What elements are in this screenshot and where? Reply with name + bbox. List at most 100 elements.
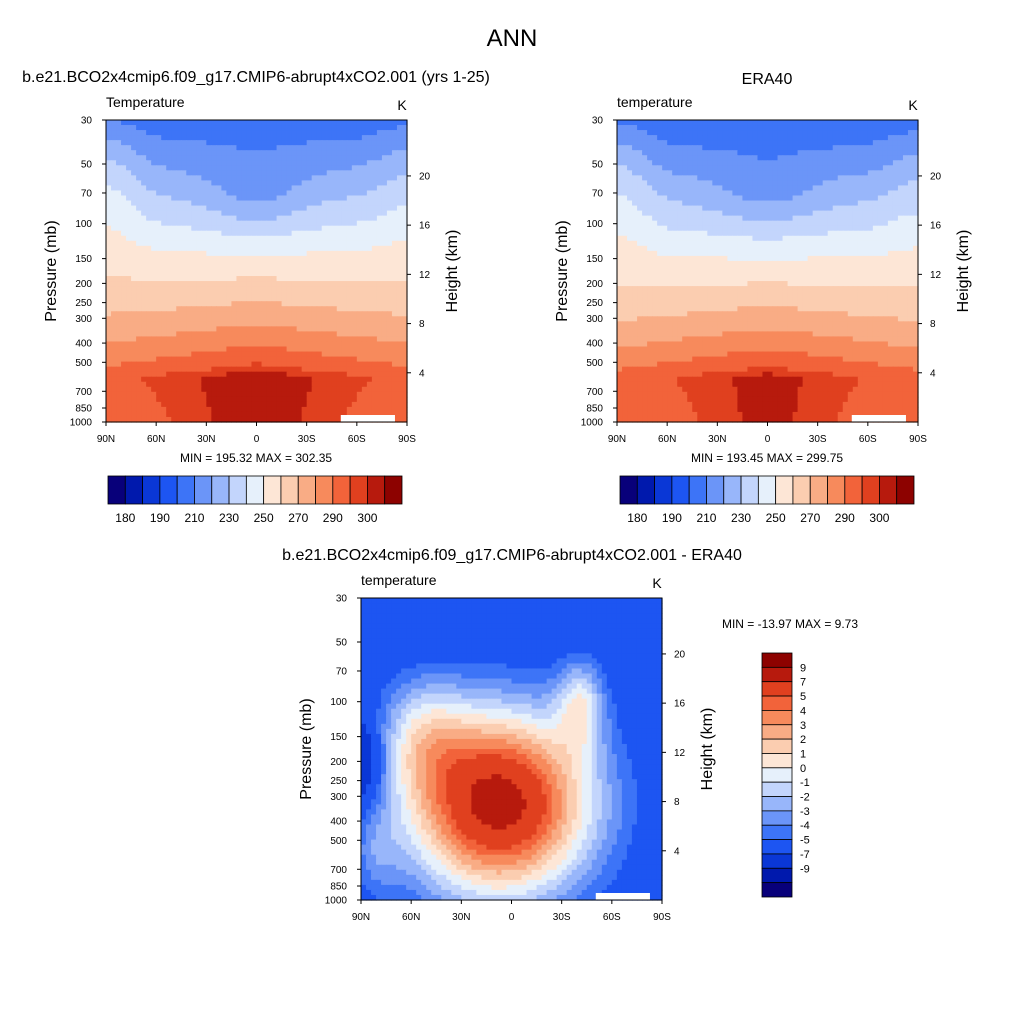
- model-contour-cell: [251, 361, 258, 368]
- model-contour-cell: [336, 286, 343, 292]
- model-contour-cell: [276, 235, 283, 242]
- model-contour-cell: [281, 296, 288, 302]
- model-contour-cell: [331, 185, 338, 192]
- model-contour-cell: [191, 381, 197, 388]
- model-contour-cell: [106, 301, 112, 307]
- model-contour-cell: [256, 366, 263, 373]
- model-contour-cell: [121, 346, 127, 353]
- model-contour-cell: [146, 150, 152, 156]
- model-contour-cell: [121, 326, 127, 332]
- model-contour-cell: [371, 386, 378, 393]
- model-contour-cell: [276, 296, 283, 302]
- model-contour-cell: [266, 200, 273, 207]
- model-contour-cell: [401, 336, 408, 343]
- model-contour-cell: [126, 316, 132, 322]
- obs-contour-cell: [657, 135, 663, 141]
- obs-contour-cell: [697, 130, 703, 136]
- obs-contour-cell: [622, 155, 628, 161]
- model-contour-cell: [311, 336, 318, 343]
- model-contour-cell: [266, 235, 273, 242]
- obs-contour-cell: [817, 120, 824, 126]
- model-contour-cell: [321, 235, 328, 242]
- model-contour-cell: [331, 376, 338, 383]
- model-contour-cell: [376, 200, 383, 207]
- obs-contour-cell: [792, 130, 799, 136]
- obs-contour-cell: [712, 165, 718, 171]
- obs-contour-cell: [912, 120, 919, 126]
- obs-contour-cell: [812, 190, 819, 197]
- model-contour-cell: [201, 361, 207, 368]
- model-contour-cell: [316, 135, 323, 141]
- model-contour-cell: [236, 326, 243, 332]
- obs-contour-cell: [847, 150, 854, 156]
- model-contour-cell: [106, 336, 112, 343]
- model-contour-cell: [141, 180, 147, 187]
- model-contour-cell: [111, 255, 117, 262]
- model-contour-cell: [216, 396, 222, 403]
- model-contour-cell: [266, 376, 273, 383]
- model-contour-cell: [156, 291, 162, 297]
- model-contour-cell: [366, 240, 373, 247]
- obs-contour-cell: [782, 140, 789, 146]
- obs-contour-cell: [617, 215, 623, 222]
- model-contour-cell: [391, 326, 398, 332]
- model-contour-cell: [381, 356, 388, 363]
- model-contour-cell: [261, 180, 268, 187]
- obs-contour-cell: [747, 150, 754, 156]
- obs-contour-cell: [907, 210, 914, 217]
- obs-contour-cell: [737, 130, 744, 136]
- obs-contour-cell: [747, 120, 754, 126]
- model-contour-cell: [286, 240, 293, 247]
- model-contour-cell: [326, 276, 333, 282]
- model-contour-cell: [396, 140, 403, 146]
- model-contour-cell: [186, 346, 192, 353]
- model-contour-cell: [201, 215, 207, 222]
- model-contour-cell: [391, 255, 398, 262]
- model-contour-cell: [336, 401, 343, 408]
- model-contour-cell: [186, 125, 192, 131]
- model-contour-cell: [396, 170, 403, 176]
- model-contour-cell: [121, 376, 127, 383]
- obs-contour-cell: [847, 155, 854, 161]
- model-contour-cell: [301, 346, 308, 353]
- model-contour-cell: [391, 306, 398, 312]
- model-contour-cell: [251, 401, 258, 408]
- model-contour-cell: [381, 376, 388, 383]
- model-contour-cell: [181, 371, 187, 378]
- model-contour-cell: [341, 230, 348, 237]
- model-contour-cell: [191, 225, 197, 232]
- model-contour-cell: [126, 411, 132, 418]
- obs-contour-cell: [782, 195, 789, 202]
- model-contour-cell: [156, 361, 162, 368]
- model-contour-cell: [181, 406, 187, 413]
- model-contour-cell: [291, 250, 298, 257]
- model-contour-cell: [371, 346, 378, 353]
- obs-contour-cell: [712, 210, 718, 217]
- model-contour-cell: [171, 175, 177, 181]
- obs-contour-cell: [757, 190, 764, 197]
- obs-contour-cell: [807, 170, 814, 176]
- model-contour-cell: [316, 341, 323, 348]
- model-contour-cell: [231, 140, 238, 146]
- model-contour-cell: [391, 331, 398, 338]
- model-contour-cell: [301, 185, 308, 192]
- model-contour-cell: [326, 361, 333, 368]
- model-contour-cell: [261, 235, 268, 242]
- model-contour-cell: [231, 271, 238, 277]
- model-contour-cell: [336, 155, 343, 161]
- model-contour-cell: [106, 210, 112, 217]
- obs-contour-cell: [717, 220, 723, 227]
- model-contour-cell: [396, 150, 403, 156]
- model-contour-cell: [311, 185, 318, 192]
- obs-contour-cell: [847, 195, 854, 202]
- model-contour-cell: [166, 341, 172, 348]
- model-contour-cell: [216, 245, 222, 252]
- model-contour-cell: [321, 416, 328, 423]
- model-contour-cell: [161, 260, 167, 267]
- model-contour-cell: [156, 160, 162, 166]
- model-contour-cell: [226, 140, 233, 146]
- model-contour-cell: [141, 391, 147, 398]
- model-contour-cell: [266, 346, 273, 353]
- model-contour-cell: [291, 265, 298, 272]
